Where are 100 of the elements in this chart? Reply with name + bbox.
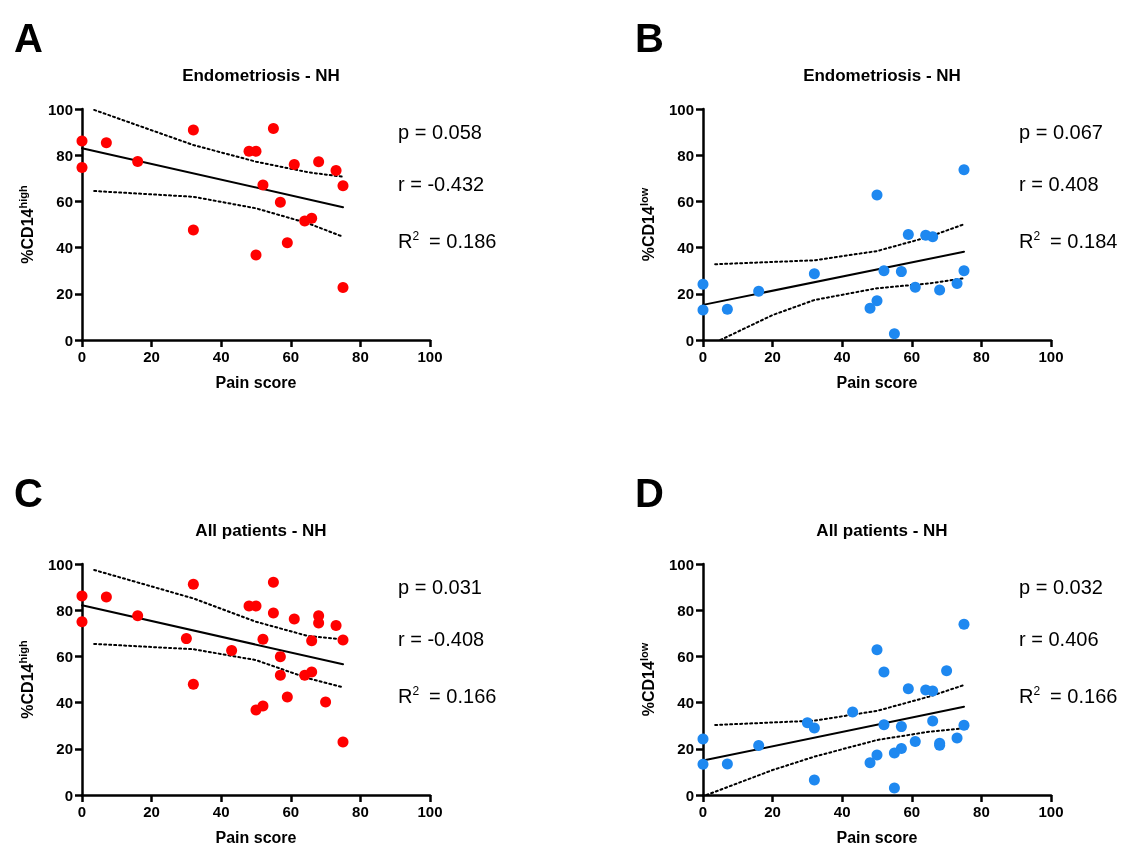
annotation: r = 0.408 [1019, 173, 1099, 195]
point [330, 164, 342, 176]
point [951, 277, 963, 289]
x-axis-title: Pain score [215, 828, 297, 846]
x-tick-label: 0 [698, 803, 708, 820]
point [76, 161, 88, 173]
point [958, 618, 970, 630]
x-axis-title: Pain score [215, 373, 297, 391]
point [864, 757, 876, 769]
y-tick-label: 0 [64, 331, 73, 349]
point [306, 635, 318, 647]
point [100, 591, 112, 603]
y-tick-label: 40 [56, 694, 73, 712]
x-tick-label: 20 [764, 803, 781, 820]
text: C [14, 471, 43, 515]
point [951, 732, 963, 744]
annotation: p = 0.058 [398, 121, 482, 143]
point [257, 700, 269, 712]
x-tick-label: 100 [1038, 803, 1064, 820]
point [288, 158, 300, 170]
point [871, 189, 883, 201]
point [808, 722, 820, 734]
x-tick-label: 60 [282, 348, 300, 365]
point [274, 651, 286, 663]
chart-title: All patients - NH [195, 521, 327, 540]
y-axis-title: %CD14low [637, 642, 657, 717]
y-tick-label: 100 [47, 555, 73, 573]
chart-title: Endometriosis - NH [182, 66, 340, 85]
y-tick-label: 80 [56, 146, 73, 164]
x-tick-label: 100 [417, 803, 443, 820]
point [871, 644, 883, 656]
x-tick-label: 0 [77, 348, 87, 365]
point [257, 633, 269, 645]
x-tick-label: 40 [212, 803, 230, 820]
point [808, 268, 820, 280]
point [306, 212, 318, 224]
point [888, 782, 900, 794]
y-tick-label: 100 [668, 555, 694, 573]
point [871, 295, 883, 307]
y-tick-label: 0 [64, 786, 73, 804]
point [250, 249, 262, 261]
y-tick-label: 0 [685, 786, 694, 804]
y-tick-label: 20 [677, 740, 694, 758]
point [909, 735, 921, 747]
point [909, 281, 921, 293]
point [132, 155, 144, 167]
point [941, 665, 953, 677]
point [267, 576, 279, 588]
x-tick-label: 80 [973, 803, 990, 820]
point [878, 265, 890, 277]
point [337, 282, 349, 294]
annotation: r = 0.406 [1019, 628, 1099, 650]
point [337, 736, 349, 748]
y-axis-title: %CD14low [637, 187, 657, 262]
point [132, 610, 144, 622]
x-tick-label: 80 [973, 348, 990, 365]
y-tick-label: 100 [47, 100, 73, 118]
line-series [93, 108, 344, 178]
x-tick-label: 40 [833, 348, 851, 365]
text: D [635, 471, 664, 515]
y-tick-label: 40 [677, 239, 694, 257]
point [888, 328, 900, 340]
point [927, 231, 939, 243]
x-axis-title: Pain score [836, 373, 918, 391]
y-tick-label: 20 [56, 740, 73, 758]
y-tick-label: 80 [56, 601, 73, 619]
annotation: p = 0.032 [1019, 576, 1103, 598]
y-tick-label: 80 [677, 601, 694, 619]
x-tick-label: 20 [764, 348, 781, 365]
y-tick-label: 40 [56, 239, 73, 257]
point [753, 740, 765, 752]
line-series [93, 190, 344, 238]
point [274, 196, 286, 208]
point [187, 124, 199, 136]
y-tick-label: 60 [56, 647, 73, 665]
point [281, 691, 293, 703]
y-tick-label: 0 [685, 331, 694, 349]
text: A [14, 16, 43, 60]
point [927, 685, 939, 697]
point [958, 265, 970, 277]
x-axis-title: Pain score [836, 828, 918, 846]
point [76, 135, 88, 147]
point [180, 633, 192, 645]
point [878, 666, 890, 678]
point [753, 285, 765, 297]
chart-title: Endometriosis - NH [803, 66, 961, 85]
point [187, 224, 199, 236]
annotation: p = 0.067 [1019, 121, 1103, 143]
y-tick-label: 60 [677, 647, 694, 665]
x-tick-label: 20 [143, 348, 160, 365]
chart-title: All patients - NH [816, 521, 948, 540]
x-tick-label: 20 [143, 803, 160, 820]
point [337, 180, 349, 192]
point [306, 666, 318, 678]
point [281, 237, 293, 249]
point [187, 678, 199, 690]
point [927, 715, 939, 727]
point [76, 590, 88, 602]
x-tick-label: 0 [698, 348, 708, 365]
point [697, 278, 709, 290]
